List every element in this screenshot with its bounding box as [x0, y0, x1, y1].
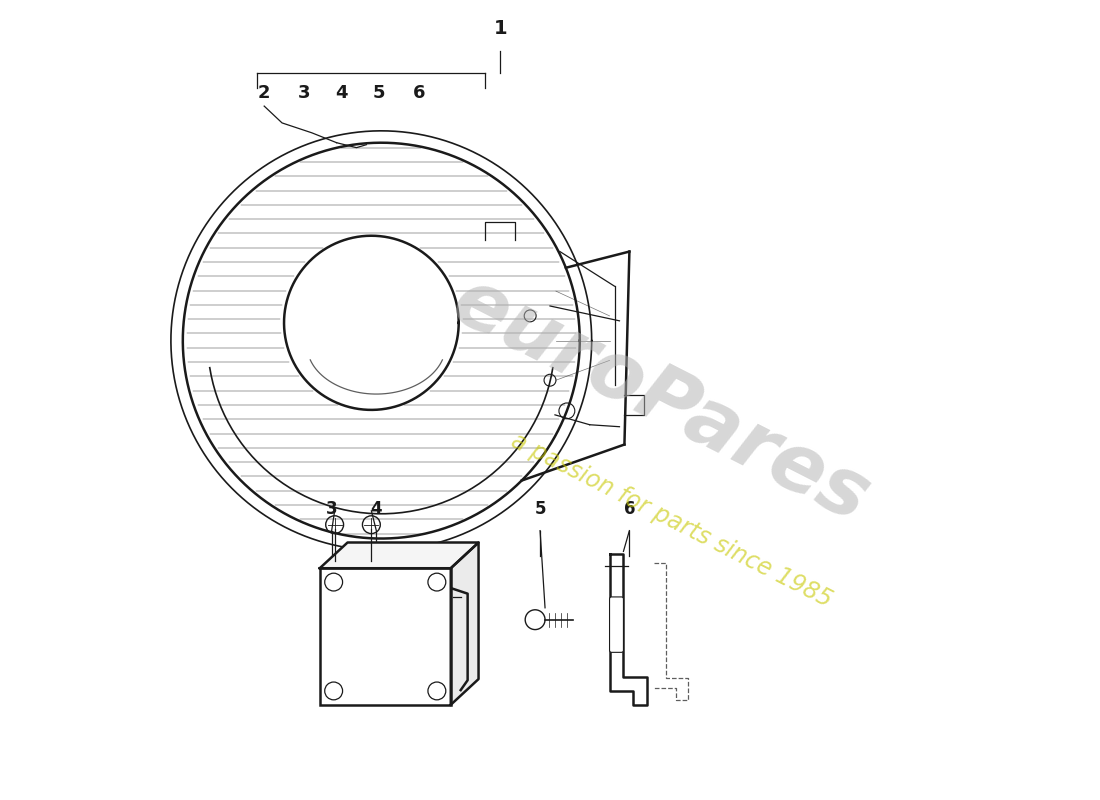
Text: 3: 3: [326, 500, 338, 518]
Text: 2: 2: [257, 84, 271, 102]
Text: 5: 5: [373, 84, 386, 102]
FancyBboxPatch shape: [609, 597, 624, 652]
Bar: [320, 568, 451, 705]
Text: 4: 4: [336, 84, 348, 102]
Polygon shape: [320, 542, 478, 568]
Text: a passion for parts since 1985: a passion for parts since 1985: [507, 428, 835, 612]
Text: 1: 1: [494, 19, 507, 38]
Text: 6: 6: [624, 500, 635, 518]
Text: 4: 4: [371, 500, 382, 518]
Text: 3: 3: [298, 84, 310, 102]
Text: 6: 6: [412, 84, 426, 102]
Polygon shape: [451, 542, 478, 705]
Text: 5: 5: [535, 500, 546, 518]
Text: euroPares: euroPares: [439, 262, 881, 538]
